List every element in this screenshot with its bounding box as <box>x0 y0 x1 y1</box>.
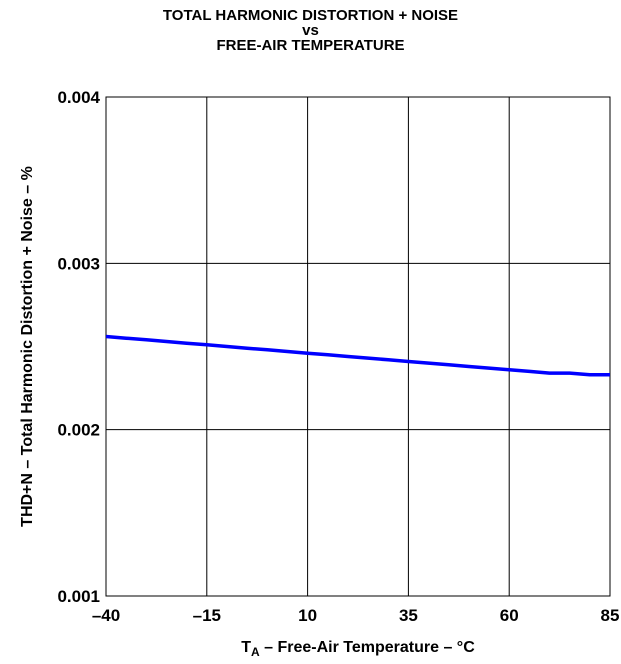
x-tick-label: –15 <box>193 606 221 625</box>
x-tick-label: 35 <box>399 606 418 625</box>
x-axis-label-subscript: A <box>251 645 260 659</box>
y-axis-label: THD+N – Total Harmonic Distortion + Nois… <box>19 166 36 527</box>
x-tick-label: 10 <box>298 606 317 625</box>
x-axis-label-main: T <box>241 639 251 656</box>
series-line <box>106 337 610 375</box>
x-tick-label: –40 <box>92 606 120 625</box>
y-tick-labels: 0.001 0.002 0.003 0.004 <box>57 88 100 606</box>
plot-area <box>106 97 610 596</box>
series-layer <box>106 337 610 375</box>
grid <box>106 97 610 596</box>
y-tick-label: 0.003 <box>57 254 100 273</box>
x-axis-label: TA – Free-Air Temperature – °C <box>241 639 475 659</box>
y-tick-label: 0.004 <box>57 88 100 107</box>
y-tick-label: 0.002 <box>57 421 100 440</box>
x-tick-label: 85 <box>601 606 620 625</box>
y-tick-label: 0.001 <box>57 587 100 606</box>
x-tick-label: 60 <box>500 606 519 625</box>
x-tick-labels: –40 –15 10 35 60 85 <box>92 606 620 625</box>
x-axis-label-rest: – Free-Air Temperature – °C <box>260 639 476 656</box>
